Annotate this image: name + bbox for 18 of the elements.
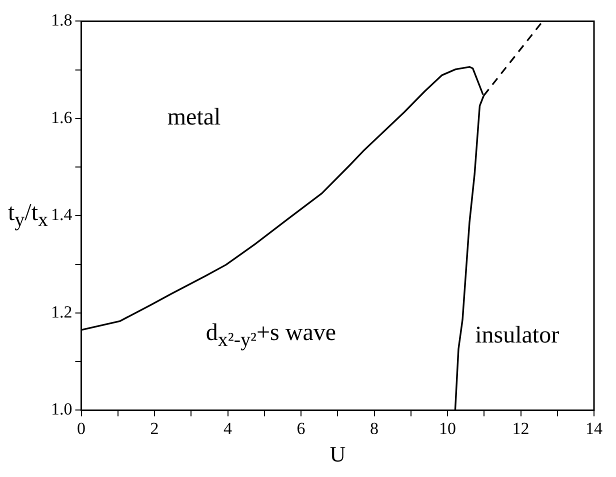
x-tick-label: 0 (77, 418, 86, 438)
x-tick-label: 6 (296, 418, 306, 438)
y-tick-label: 1.0 (51, 400, 72, 419)
x-tick-label: 2 (150, 418, 159, 438)
y-tick-label: 1.8 (51, 10, 72, 30)
y-axis-title: t$_{y}$/t$_{x}$ (8, 200, 48, 232)
x-tick-label: 10 (439, 418, 456, 438)
x-axis-title: U (330, 442, 346, 467)
x-tick-label: 4 (224, 418, 232, 438)
x-tick-label: 8 (370, 418, 378, 438)
y-tick-label: 1.4 (51, 205, 73, 224)
x-tick-label: 12 (512, 418, 530, 438)
y-tick-label: 1.6 (51, 108, 72, 127)
annotation: d$_{x²-y²}$+s wave (206, 320, 336, 352)
annotation: metal (167, 104, 221, 132)
y-tick-label: 1.2 (51, 302, 72, 322)
annotation: insulator (475, 322, 560, 350)
x-tick-label: 14 (586, 418, 603, 438)
